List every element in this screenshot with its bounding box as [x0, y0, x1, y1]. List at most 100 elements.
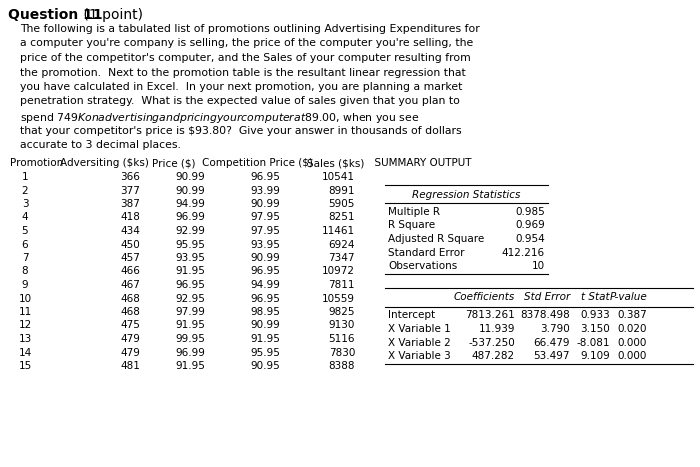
Text: 96.95: 96.95: [250, 172, 280, 182]
Text: 10541: 10541: [322, 172, 355, 182]
Text: 7830: 7830: [328, 347, 355, 358]
Text: that your competitor's price is $93.80?  Give your answer in thousands of dollar: that your competitor's price is $93.80? …: [20, 126, 461, 135]
Text: Price ($): Price ($): [152, 158, 195, 168]
Text: 475: 475: [120, 320, 140, 331]
Text: 434: 434: [120, 226, 140, 236]
Text: 94.99: 94.99: [175, 199, 205, 209]
Text: 9130: 9130: [328, 320, 355, 331]
Text: 91.95: 91.95: [175, 267, 205, 276]
Text: 95.95: 95.95: [175, 240, 205, 249]
Text: 467: 467: [120, 280, 140, 290]
Text: 90.99: 90.99: [175, 172, 205, 182]
Text: -537.250: -537.250: [468, 338, 515, 347]
Text: 479: 479: [120, 347, 140, 358]
Text: 1: 1: [22, 172, 28, 182]
Text: (1 point): (1 point): [79, 8, 143, 22]
Text: 14: 14: [18, 347, 32, 358]
Text: 92.95: 92.95: [175, 293, 205, 304]
Text: 97.95: 97.95: [250, 226, 280, 236]
Text: 466: 466: [120, 267, 140, 276]
Text: R Square: R Square: [388, 220, 435, 231]
Text: -8.081: -8.081: [577, 338, 610, 347]
Text: 5: 5: [22, 226, 28, 236]
Text: 10972: 10972: [322, 267, 355, 276]
Text: 387: 387: [120, 199, 140, 209]
Text: t Stat: t Stat: [582, 292, 610, 303]
Text: 90.95: 90.95: [251, 361, 280, 371]
Text: 94.99: 94.99: [250, 280, 280, 290]
Text: the promotion.  Next to the promotion table is the resultant linear regression t: the promotion. Next to the promotion tab…: [20, 68, 466, 78]
Text: 3.150: 3.150: [580, 324, 610, 334]
Text: 457: 457: [120, 253, 140, 263]
Text: 11: 11: [18, 307, 32, 317]
Text: 97.95: 97.95: [250, 212, 280, 222]
Text: Std Error: Std Error: [524, 292, 570, 303]
Text: 96.95: 96.95: [250, 267, 280, 276]
Text: you have calculated in Excel.  In your next promotion, you are planning a market: you have calculated in Excel. In your ne…: [20, 82, 463, 92]
Text: 7: 7: [22, 253, 28, 263]
Text: 11.939: 11.939: [479, 324, 515, 334]
Text: Standard Error: Standard Error: [388, 248, 465, 257]
Text: 6924: 6924: [328, 240, 355, 249]
Text: 0.985: 0.985: [515, 207, 545, 217]
Text: a computer you're company is selling, the price of the computer you're selling, : a computer you're company is selling, th…: [20, 38, 473, 49]
Text: Observations: Observations: [388, 261, 457, 271]
Text: P-value: P-value: [609, 292, 647, 303]
Text: 92.99: 92.99: [175, 226, 205, 236]
Text: 15: 15: [18, 361, 32, 371]
Text: 96.99: 96.99: [175, 212, 205, 222]
Text: 5116: 5116: [328, 334, 355, 344]
Text: 93.95: 93.95: [250, 240, 280, 249]
Text: X Variable 3: X Variable 3: [388, 351, 451, 361]
Text: 53.497: 53.497: [533, 351, 570, 361]
Text: X Variable 2: X Variable 2: [388, 338, 451, 347]
Text: 0.000: 0.000: [617, 338, 647, 347]
Text: 481: 481: [120, 361, 140, 371]
Text: 0.969: 0.969: [515, 220, 545, 231]
Text: 8378.498: 8378.498: [520, 311, 570, 320]
Text: 7347: 7347: [328, 253, 355, 263]
Text: 8251: 8251: [328, 212, 355, 222]
Text: 0.387: 0.387: [617, 311, 647, 320]
Text: 4: 4: [22, 212, 28, 222]
Text: 412.216: 412.216: [502, 248, 545, 257]
Text: 13: 13: [18, 334, 32, 344]
Text: Intercept: Intercept: [388, 311, 435, 320]
Text: 66.479: 66.479: [533, 338, 570, 347]
Text: Multiple R: Multiple R: [388, 207, 440, 217]
Text: 9.109: 9.109: [580, 351, 610, 361]
Text: 90.99: 90.99: [175, 185, 205, 196]
Text: 9825: 9825: [328, 307, 355, 317]
Text: 12: 12: [18, 320, 32, 331]
Text: 468: 468: [120, 293, 140, 304]
Text: Adversiting ($ks): Adversiting ($ks): [60, 158, 149, 168]
Text: 93.95: 93.95: [175, 253, 205, 263]
Text: Competition Price ($): Competition Price ($): [202, 158, 313, 168]
Text: Question 11: Question 11: [8, 8, 103, 22]
Text: 3: 3: [22, 199, 28, 209]
Text: 8991: 8991: [328, 185, 355, 196]
Text: 0.000: 0.000: [617, 351, 647, 361]
Text: X Variable 1: X Variable 1: [388, 324, 451, 334]
Text: 8388: 8388: [328, 361, 355, 371]
Text: 468: 468: [120, 307, 140, 317]
Text: 0.954: 0.954: [515, 234, 545, 244]
Text: SUMMARY OUTPUT: SUMMARY OUTPUT: [368, 158, 472, 168]
Text: penetration strategy.  What is the expected value of sales given that you plan t: penetration strategy. What is the expect…: [20, 97, 460, 106]
Text: 90.99: 90.99: [251, 320, 280, 331]
Text: 99.95: 99.95: [175, 334, 205, 344]
Text: 3.790: 3.790: [540, 324, 570, 334]
Text: 9: 9: [22, 280, 28, 290]
Text: 479: 479: [120, 334, 140, 344]
Text: 0.020: 0.020: [617, 324, 647, 334]
Text: 8: 8: [22, 267, 28, 276]
Text: 7813.261: 7813.261: [466, 311, 515, 320]
Text: 6: 6: [22, 240, 28, 249]
Text: Regression Statistics: Regression Statistics: [412, 190, 521, 200]
Text: 96.95: 96.95: [250, 293, 280, 304]
Text: 7811: 7811: [328, 280, 355, 290]
Text: 10: 10: [532, 261, 545, 271]
Text: 450: 450: [120, 240, 140, 249]
Text: 11461: 11461: [322, 226, 355, 236]
Text: 377: 377: [120, 185, 140, 196]
